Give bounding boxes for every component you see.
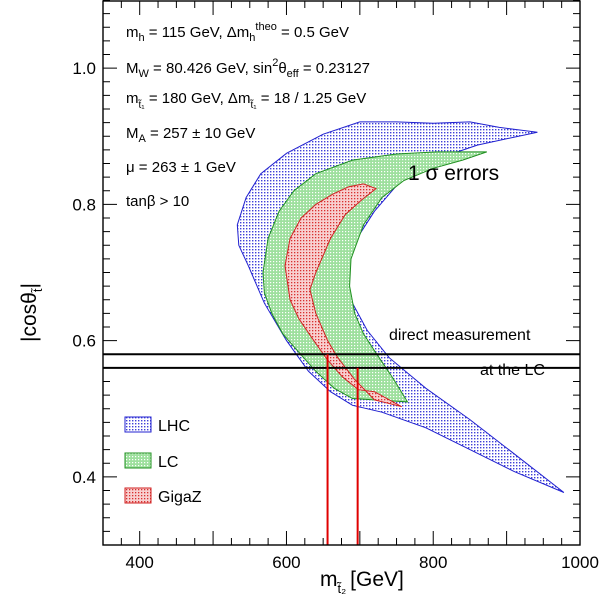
- x-tick-label: 1000: [561, 553, 599, 572]
- legend: LHC LC GigaZ: [124, 416, 202, 506]
- y-tick-label: 0.4: [72, 468, 96, 487]
- axis-ticks: 400 600 800 1000 0.4 0.6 0.8 1.0: [72, 0, 599, 572]
- x-axis-label: mt̃₂ [GeV]: [320, 568, 404, 596]
- series-layer: [236, 121, 565, 493]
- legend-label-gigaz: GigaZ: [158, 489, 202, 506]
- legend-swatch-gigaz: [124, 487, 152, 504]
- y-tick-label: 0.8: [72, 195, 96, 214]
- annotation-mw: MW = 80.426 GeV, sin2θeff = 0.23127: [126, 57, 370, 80]
- annotation-ma: MA = 257 ± 10 GeV: [126, 125, 255, 145]
- direct-measurement-lines: [103, 353, 580, 369]
- legend-swatch-lhc: [124, 416, 152, 433]
- annotation-mh: mh = 115 GeV, Δmhtheo = 0.5 GeV: [126, 21, 349, 44]
- at-the-lc-label: at the LC: [480, 362, 545, 379]
- direct-measurement-label: direct measurement: [389, 327, 531, 344]
- y-tick-label: 0.6: [72, 332, 96, 351]
- legend-label-lhc: LHC: [158, 418, 190, 435]
- band-gigaz: [284, 183, 402, 408]
- vertical-lines: [326, 354, 359, 545]
- x-tick-label: 400: [126, 553, 154, 572]
- annotation-mstop1: mt̃₁ = 180 GeV, Δmt̃₁ = 18 / 1.25 GeV: [126, 90, 366, 111]
- x-tick-label: 600: [272, 553, 300, 572]
- y-axis-label: |cosθt̃|: [18, 283, 45, 342]
- errors-label: 1 σ errors: [408, 162, 499, 185]
- legend-label-lc: LC: [158, 454, 178, 471]
- x-tick-label: 800: [419, 553, 447, 572]
- annotation-mu: μ = 263 ± 1 GeV: [126, 159, 236, 176]
- legend-swatch-lc: [124, 452, 152, 469]
- annotation-tanbeta: tanβ > 10: [126, 193, 189, 210]
- y-tick-label: 1.0: [72, 59, 96, 78]
